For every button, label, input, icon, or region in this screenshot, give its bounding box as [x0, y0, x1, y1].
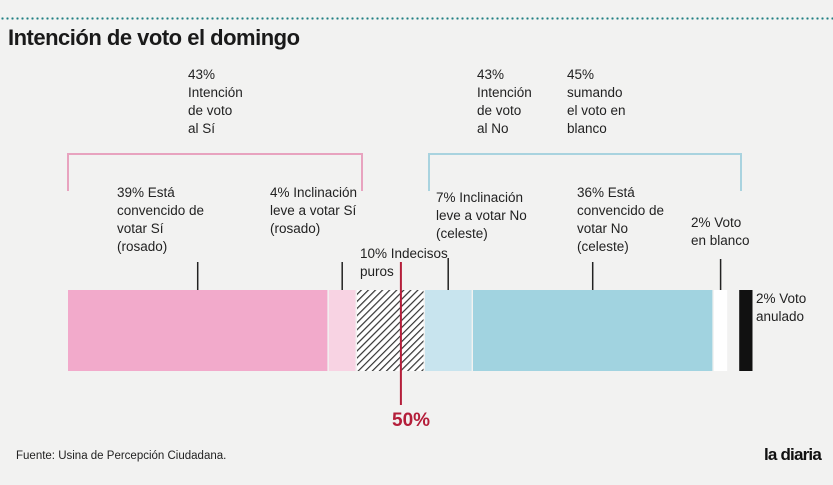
- bar-segment-si-convinced: [68, 290, 328, 371]
- midpoint-label: 50%: [392, 410, 431, 431]
- segment-label-si-lean: 4% Inclinación leve a votar Sí (rosado): [270, 185, 358, 236]
- group-label-si: 43% Intención de voto al Sí: [188, 67, 243, 136]
- group-label-no: 43% Intención de voto al No: [477, 67, 532, 136]
- bar-segment-blank: [713, 290, 728, 371]
- bar-segment-annulled: [739, 290, 753, 371]
- source-note: Fuente: Usina de Percepción Ciudadana.: [16, 450, 227, 462]
- bracket-no: [428, 153, 742, 191]
- bar-segment-no-convinced: [473, 290, 713, 371]
- segment-label-blank: 2% Voto en blanco: [691, 215, 750, 248]
- bracket-si: [67, 153, 363, 191]
- segment-label-no-lean: 7% Inclinación leve a votar No (celeste): [436, 190, 527, 241]
- segment-label-annulled: 2% Voto anulado: [756, 291, 807, 324]
- segment-label-undecided: 10% Indecisos puros: [360, 246, 448, 279]
- segment-label-si-convinced: 39% Está convencido de votar Sí (rosado): [117, 185, 205, 254]
- publisher-logo: la diaria: [763, 445, 822, 464]
- chart-title: Intención de voto el domingo: [8, 25, 300, 50]
- bar-segment-si-lean: [328, 290, 356, 371]
- bar-segment-no-lean: [425, 290, 472, 371]
- segment-label-no-convinced: 36% Está convencido de votar No (celeste…: [577, 185, 665, 254]
- top-dotted-rule: [0, 17, 833, 20]
- bar-segment-undecided: [357, 290, 424, 371]
- group-label-blank-sum: 45% sumando el voto en blanco: [567, 67, 626, 136]
